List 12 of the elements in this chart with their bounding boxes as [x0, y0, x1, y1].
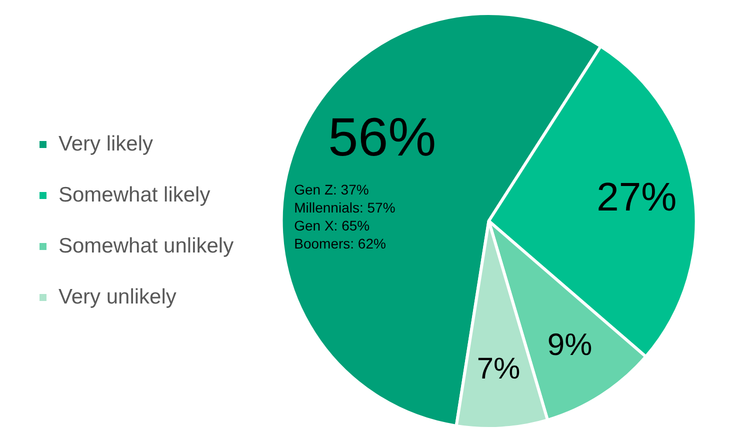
text: Gen Z: 37%	[294, 181, 369, 198]
text: Millennials: 57%	[294, 199, 396, 216]
data-label: 27%	[596, 176, 677, 220]
text: Gen X: 65%	[294, 217, 370, 234]
legend-label: Somewhat unlikely	[58, 234, 234, 258]
legend-label: Very likely	[58, 132, 154, 156]
data-label: 56%	[328, 107, 436, 168]
data-label: 7%	[476, 352, 520, 386]
data-label: 9%	[547, 327, 592, 362]
legend-label: Very unlikely	[58, 285, 177, 308]
legend-label: Somewhat likely	[58, 183, 211, 206]
text: Boomers: 62%	[294, 235, 386, 252]
